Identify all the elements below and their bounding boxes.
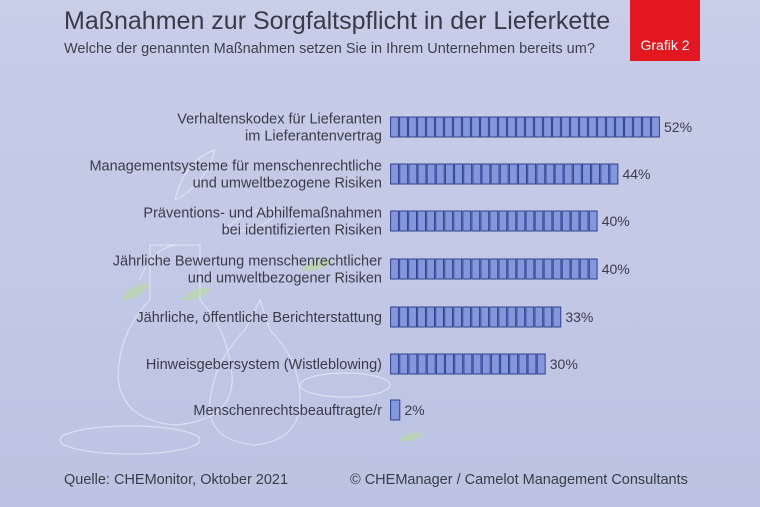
category-label: Jährliche Bewertung menschenrechtlicher u… [113,254,382,287]
bar [390,353,546,375]
chart-subtitle: Welche der genannten Maßnahmen setzen Si… [64,41,595,57]
figure-badge: Grafik 2 [630,0,700,61]
value-label: 40% [602,261,630,277]
bar-row: Jährliche, öffentliche Berichterstattung… [136,306,593,328]
value-label: 52% [664,119,692,135]
bar-row: Jährliche Bewertung menschenrechtlicher u… [113,254,630,287]
bar [390,116,660,138]
category-label: Jährliche, öffentliche Berichterstattung [136,310,382,326]
category-label: Hinweisgebersystem (Wistleblowing) [146,357,382,373]
category-label: Managementsysteme für menschenrechtliche… [89,159,382,192]
value-label: 44% [622,166,650,182]
value-label: 33% [565,309,593,325]
bar [390,258,598,280]
bar [390,306,562,328]
value-label: 30% [550,356,578,372]
bar [390,399,401,421]
bar-row: Menschenrechtsbeauftragte/r 2% [193,399,425,421]
chart-title: Maßnahmen zur Sorgfaltspflicht in der Li… [64,7,611,35]
category-label: Verhaltenskodex für Lieferanten im Liefer… [177,112,382,145]
bar [390,210,598,232]
bar-row: Managementsysteme für menschenrechtliche… [89,159,650,192]
value-label: 40% [602,213,630,229]
bar-row: Präventions- und Abhilfemaßnahmen bei ide… [143,206,629,239]
bar-row: Verhaltenskodex für Lieferanten im Liefer… [177,112,692,145]
category-label: Präventions- und Abhilfemaßnahmen bei ide… [143,206,382,239]
value-label: 2% [404,402,424,418]
bar-row: Hinweisgebersystem (Wistleblowing) 30% [146,353,578,375]
category-label: Menschenrechtsbeauftragte/r [193,403,382,419]
source-note: Quelle: CHEMonitor, Oktober 2021 [64,472,289,488]
copyright-note: © CHEManager / Camelot Management Consul… [350,472,688,488]
bar [390,163,619,185]
